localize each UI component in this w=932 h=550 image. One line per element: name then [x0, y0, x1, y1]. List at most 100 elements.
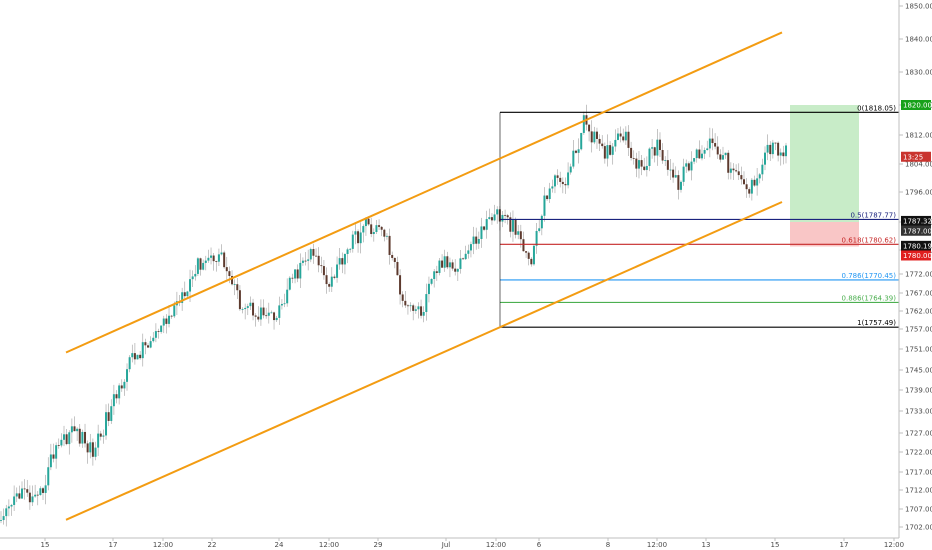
channel-upper-line[interactable]	[65, 31, 783, 354]
candle	[191, 270, 194, 287]
candle	[779, 148, 782, 166]
candle	[401, 291, 404, 308]
candle	[464, 245, 467, 260]
x-tick-label: 12:00	[153, 541, 173, 549]
candle	[538, 219, 541, 233]
x-tick-label: 12:00	[486, 541, 506, 549]
candle	[10, 503, 13, 516]
candle	[735, 164, 738, 173]
candle	[364, 217, 367, 236]
y-tick-label: 1745.00	[905, 367, 932, 375]
candle	[714, 133, 717, 150]
candle	[5, 504, 8, 527]
candle	[530, 257, 533, 267]
candle	[362, 224, 365, 243]
x-tick-label: 15	[41, 541, 50, 549]
candle	[574, 149, 577, 154]
candle	[561, 177, 564, 194]
candle	[514, 217, 517, 239]
candle	[57, 438, 60, 449]
candle	[750, 177, 753, 201]
candle	[307, 249, 310, 271]
y-tick-label: 1812.00	[905, 132, 932, 140]
candle	[443, 249, 446, 272]
candle	[627, 125, 630, 156]
candle	[661, 143, 664, 164]
candle	[372, 228, 375, 242]
candle	[456, 268, 459, 281]
candle	[89, 433, 92, 459]
x-tick-label: 12:00	[647, 541, 667, 549]
candle	[427, 276, 430, 303]
candle	[700, 145, 703, 161]
candle	[259, 299, 262, 326]
candle	[133, 343, 136, 365]
candle	[525, 251, 528, 258]
candle	[422, 306, 425, 323]
y-tick-label: 1751.00	[905, 346, 932, 354]
candle	[630, 141, 633, 161]
candle	[490, 213, 493, 225]
price-badge: 1780.00	[901, 250, 932, 261]
y-tick-label: 1739.00	[905, 387, 932, 395]
candle	[330, 267, 333, 292]
candle	[535, 223, 538, 254]
candle	[97, 424, 100, 457]
candle	[320, 256, 323, 274]
x-tick-label: 22	[208, 541, 217, 549]
candle	[270, 310, 273, 314]
candle	[553, 174, 556, 194]
candle	[769, 141, 772, 161]
candle	[724, 152, 727, 159]
candle	[622, 128, 625, 143]
candle	[611, 143, 614, 165]
candle	[685, 159, 688, 173]
candle	[483, 226, 486, 232]
candle	[194, 265, 197, 281]
candle	[76, 427, 79, 441]
candle	[585, 104, 588, 131]
candle	[664, 156, 667, 167]
y-tick-label: 1767.00	[905, 290, 932, 298]
candle	[653, 146, 656, 163]
candle	[677, 170, 680, 200]
candle	[580, 132, 583, 151]
candle	[601, 135, 604, 149]
candle	[385, 233, 388, 240]
candle	[454, 259, 457, 276]
candle	[343, 253, 346, 275]
candle	[212, 253, 215, 271]
candle	[614, 129, 617, 152]
candle	[36, 491, 39, 506]
candle	[312, 243, 315, 264]
candle	[333, 274, 336, 280]
candle	[152, 332, 155, 343]
candle	[217, 248, 220, 267]
candle	[199, 257, 202, 276]
price-badge: 1780.19	[901, 240, 932, 251]
candle	[543, 187, 546, 222]
candle	[719, 149, 722, 163]
candle	[354, 223, 357, 245]
candle	[154, 323, 157, 343]
candle	[112, 384, 115, 415]
candle	[183, 281, 186, 299]
fib-level-label: 0.886(1764.39)	[842, 294, 897, 302]
candle	[304, 252, 307, 266]
candle	[39, 486, 42, 496]
candle	[291, 273, 294, 284]
candle	[294, 268, 297, 284]
candle	[687, 161, 690, 172]
candle	[556, 169, 559, 185]
candle	[196, 257, 199, 276]
x-tick-label: 17	[109, 541, 118, 549]
candle	[257, 306, 260, 322]
candle	[446, 251, 449, 270]
candle	[275, 315, 278, 323]
candle	[215, 260, 218, 272]
channel-lower-line[interactable]	[65, 201, 783, 521]
candle	[753, 175, 756, 187]
candle	[31, 485, 34, 506]
